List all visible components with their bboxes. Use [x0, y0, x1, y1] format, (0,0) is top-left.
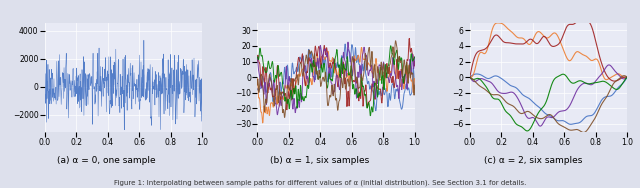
Text: (c) α = 2, six samples: (c) α = 2, six samples [484, 156, 582, 165]
Text: (b) α = 1, six samples: (b) α = 1, six samples [270, 156, 370, 165]
Text: (a) α = 0, one sample: (a) α = 0, one sample [58, 156, 156, 165]
Text: Figure 1: Interpolating between sample paths for different values of α (initial : Figure 1: Interpolating between sample p… [114, 180, 526, 186]
